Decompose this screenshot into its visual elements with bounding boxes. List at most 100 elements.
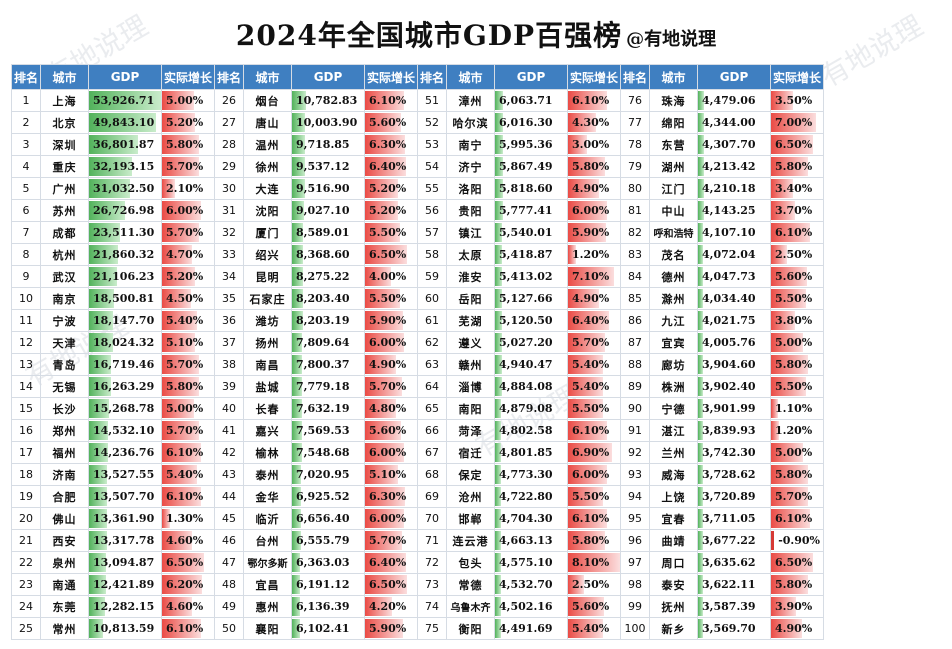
gdp-cell: 26,726.98: [88, 199, 162, 222]
gdp-value: 4,491.69: [499, 622, 553, 635]
gdp-data-bar: [89, 113, 156, 132]
gdp-value: 9,027.10: [296, 204, 350, 217]
gdp-data-bar: [698, 267, 704, 286]
growth-cell: 6.10%: [161, 617, 215, 640]
growth-data-bar: [771, 245, 788, 264]
gdp-data-bar: [698, 377, 704, 396]
growth-value: 3.00%: [572, 138, 610, 151]
gdp-value: 5,818.60: [499, 182, 553, 195]
growth-cell: 6.10%: [770, 221, 824, 244]
gdp-value: 4,021.75: [702, 314, 756, 327]
growth-data-bar: [771, 597, 796, 616]
city-cell: 保定: [446, 463, 495, 486]
growth-cell: 4.00%: [364, 265, 418, 288]
growth-cell: 2.10%: [161, 177, 215, 200]
gdp-data-bar: [89, 465, 108, 484]
growth-cell: 7.00%: [770, 111, 824, 134]
growth-value: 5.00%: [166, 94, 204, 107]
rank-cell: 10: [11, 287, 41, 310]
table-row: 8 杭州 21,860.32 4.70% 33 绍兴 8,368.60 6.50% 58 太原 5,…: [11, 243, 824, 266]
gdp-cell: 4,940.47: [494, 353, 568, 376]
gdp-cell: 10,782.83: [291, 89, 365, 112]
city-cell: 绍兴: [243, 243, 292, 266]
gdp-value: 6,363.03: [296, 556, 350, 569]
growth-cell: 6.10%: [567, 419, 621, 442]
gdp-data-bar: [698, 487, 703, 506]
growth-data-bar: [365, 201, 399, 220]
gdp-cell: 4,802.58: [494, 419, 568, 442]
growth-value: 8.10%: [572, 556, 610, 569]
city-cell: 扬州: [243, 331, 292, 354]
growth-value: 6.10%: [166, 622, 204, 635]
growth-data-bar: [568, 157, 606, 176]
growth-value: 4.20%: [369, 600, 407, 613]
gdp-data-bar: [292, 531, 301, 550]
growth-value: 5.50%: [369, 226, 407, 239]
growth-data-bar: [568, 179, 600, 198]
growth-value: 4.90%: [572, 292, 610, 305]
city-cell: 盐城: [243, 375, 292, 398]
rank-cell: 12: [11, 331, 41, 354]
growth-data-bar: [365, 245, 407, 264]
gdp-data-bar: [292, 619, 301, 638]
city-cell: 上饶: [649, 485, 698, 508]
growth-data-bar: [771, 443, 804, 462]
gdp-value: 36,801.87: [93, 138, 155, 151]
gdp-cell: 23,511.30: [88, 221, 162, 244]
gdp-data-bar: [89, 509, 107, 528]
growth-value: 5.70%: [775, 490, 813, 503]
growth-value: 5.60%: [775, 270, 813, 283]
growth-data-bar: [365, 135, 406, 154]
gdp-cell: 49,843.10: [88, 111, 162, 134]
gdp-data-bar: [698, 531, 703, 550]
city-cell: 鄂尔多斯: [243, 551, 292, 574]
growth-cell: 4.30%: [567, 111, 621, 134]
growth-data-bar: [365, 509, 404, 528]
rank-cell: 97: [620, 551, 650, 574]
growth-data-bar: [568, 399, 604, 418]
growth-data-bar: [568, 443, 613, 462]
gdp-value: 15,268.78: [93, 402, 155, 415]
gdp-value: 3,677.22: [702, 534, 756, 547]
rank-cell: 86: [620, 309, 650, 332]
growth-data-bar: [162, 289, 191, 308]
gdp-data-bar: [495, 443, 502, 462]
rank-cell: 72: [417, 551, 447, 574]
city-cell: 郑州: [40, 419, 89, 442]
gdp-value: 9,537.12: [296, 160, 350, 173]
city-cell: 重庆: [40, 155, 89, 178]
city-cell: 周口: [649, 551, 698, 574]
growth-data-bar: [162, 267, 196, 286]
gdp-cell: 4,532.70: [494, 573, 568, 596]
city-cell: 北京: [40, 111, 89, 134]
gdp-data-bar: [495, 311, 502, 330]
gdp-value: 18,147.70: [93, 314, 155, 327]
city-cell: 株洲: [649, 375, 698, 398]
growth-value: 4.30%: [572, 116, 610, 129]
growth-value: 6.10%: [775, 226, 813, 239]
growth-value: 5.70%: [572, 336, 610, 349]
growth-data-bar: [568, 311, 610, 330]
growth-value: 5.80%: [775, 160, 813, 173]
gdp-value: 16,263.29: [93, 380, 155, 393]
growth-cell: 5.70%: [770, 485, 824, 508]
gdp-cell: 5,418.87: [494, 243, 568, 266]
city-cell: 绵阳: [649, 111, 698, 134]
gdp-data-bar: [89, 311, 114, 330]
growth-cell: 5.50%: [567, 397, 621, 420]
growth-value: 6.50%: [369, 578, 407, 591]
gdp-data-bar: [89, 179, 131, 198]
growth-data-bar: [365, 355, 397, 374]
growth-data-bar: [771, 201, 795, 220]
rank-cell: 30: [214, 177, 244, 200]
city-cell: 潍坊: [243, 309, 292, 332]
growth-value: 5.50%: [775, 292, 813, 305]
gdp-data-bar: [292, 157, 305, 176]
growth-cell: 5.70%: [364, 529, 418, 552]
growth-cell: 5.50%: [770, 287, 824, 310]
gdp-data-bar: [698, 509, 703, 528]
gdp-cell: 4,307.70: [697, 133, 771, 156]
growth-data-bar: [771, 311, 796, 330]
gdp-data-bar: [495, 619, 501, 638]
gdp-cell: 4,884.08: [494, 375, 568, 398]
